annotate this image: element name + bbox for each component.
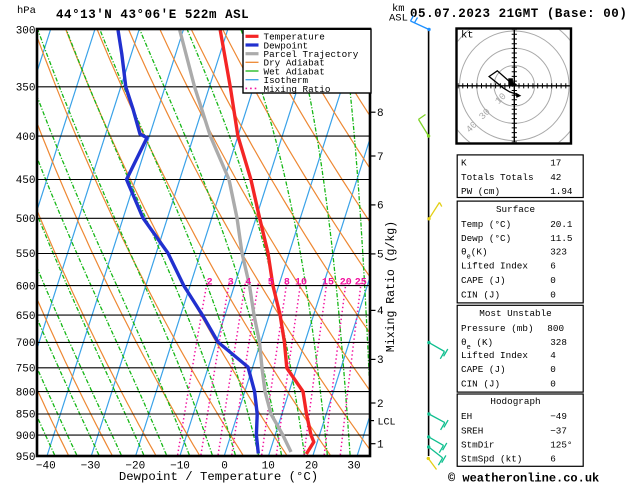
svg-text:SREH: SREH	[461, 426, 483, 437]
svg-text:05.07.2023 21GMT (Base: 00): 05.07.2023 21GMT (Base: 00)	[410, 7, 627, 21]
svg-text:Hodograph: Hodograph	[490, 396, 540, 407]
svg-text:600: 600	[16, 281, 36, 293]
svg-text:CIN (J): CIN (J)	[461, 290, 500, 301]
svg-text:km: km	[392, 3, 405, 15]
svg-text:−37: −37	[550, 426, 567, 437]
svg-text:Surface: Surface	[496, 204, 535, 215]
svg-text:−10: −10	[170, 461, 190, 473]
svg-text:8: 8	[284, 277, 290, 288]
svg-text:kt: kt	[461, 30, 474, 42]
svg-text:15: 15	[322, 277, 334, 288]
svg-text:20: 20	[305, 461, 318, 473]
svg-text:1.94: 1.94	[550, 186, 573, 197]
svg-text:6: 6	[550, 454, 556, 465]
svg-text:10: 10	[295, 277, 307, 288]
svg-text:Totals Totals: Totals Totals	[461, 172, 534, 183]
svg-text:0: 0	[550, 290, 556, 301]
svg-text:125°: 125°	[550, 439, 572, 450]
svg-text:328: 328	[550, 337, 567, 348]
svg-text:Dewpoint: Dewpoint	[264, 40, 309, 51]
svg-text:3: 3	[377, 355, 384, 367]
svg-text:6: 6	[550, 260, 556, 271]
svg-text:42: 42	[550, 172, 561, 183]
svg-text:2: 2	[377, 399, 384, 411]
svg-text:17: 17	[550, 158, 561, 169]
svg-text:−49: −49	[550, 411, 567, 422]
svg-text:350: 350	[16, 83, 36, 95]
svg-text:© weatheronline.co.uk: © weatheronline.co.uk	[448, 471, 599, 485]
svg-text:Temperature: Temperature	[264, 32, 325, 43]
svg-text:Dewp (°C): Dewp (°C)	[461, 233, 511, 244]
svg-text:300: 300	[16, 26, 36, 38]
svg-text:950: 950	[16, 452, 36, 464]
svg-text:0: 0	[550, 379, 556, 390]
svg-text:4: 4	[550, 350, 556, 361]
svg-text:StmDir: StmDir	[461, 439, 494, 450]
svg-text:25: 25	[355, 277, 367, 288]
svg-text:Lifted Index: Lifted Index	[461, 350, 528, 361]
svg-text:700: 700	[16, 338, 36, 350]
svg-text:Parcel Trajectory: Parcel Trajectory	[264, 49, 359, 60]
svg-text:323: 323	[550, 247, 567, 258]
svg-text:30: 30	[347, 461, 360, 473]
svg-text:PW (cm): PW (cm)	[461, 186, 500, 197]
svg-text:Mixing Ratio (g/kg): Mixing Ratio (g/kg)	[385, 221, 398, 352]
svg-text:Most Unstable: Most Unstable	[479, 308, 552, 319]
svg-text:8: 8	[377, 108, 384, 120]
svg-text:6: 6	[377, 201, 384, 213]
svg-text:0: 0	[550, 364, 556, 375]
svg-text:10: 10	[262, 461, 275, 473]
svg-text:Isotherm: Isotherm	[264, 75, 309, 86]
svg-text:400: 400	[16, 132, 36, 144]
svg-text:5: 5	[377, 250, 384, 262]
svg-text:500: 500	[16, 214, 36, 226]
svg-text:5: 5	[268, 277, 274, 288]
svg-text:StmSpd (kt): StmSpd (kt)	[461, 454, 522, 465]
svg-text:3: 3	[228, 277, 234, 288]
svg-text:EH: EH	[461, 411, 472, 422]
svg-text:0: 0	[550, 275, 556, 286]
svg-text:900: 900	[16, 431, 36, 443]
svg-text:Dewpoint / Temperature (°C): Dewpoint / Temperature (°C)	[119, 470, 318, 484]
svg-text:11.5: 11.5	[550, 233, 572, 244]
svg-text:LCL: LCL	[378, 417, 396, 428]
svg-text:Dry Adiabat: Dry Adiabat	[264, 58, 325, 69]
svg-text:650: 650	[16, 311, 36, 323]
svg-text:20.1: 20.1	[550, 219, 573, 230]
svg-text:Pressure (mb): Pressure (mb)	[461, 323, 534, 334]
svg-text:7: 7	[377, 152, 384, 164]
svg-text:CIN (J): CIN (J)	[461, 379, 500, 390]
svg-text:44°13'N 43°06'E 522m ASL: 44°13'N 43°06'E 522m ASL	[56, 8, 249, 22]
svg-text:550: 550	[16, 249, 36, 261]
svg-text:Wet Adiabat: Wet Adiabat	[264, 66, 325, 77]
svg-text:800: 800	[547, 323, 564, 334]
svg-text:hPa: hPa	[17, 5, 36, 17]
svg-text:K: K	[461, 158, 467, 169]
svg-text:20: 20	[340, 277, 352, 288]
svg-text:0: 0	[221, 461, 228, 473]
svg-text:Mixing Ratio: Mixing Ratio	[264, 84, 331, 95]
svg-text:−40: −40	[36, 461, 56, 473]
svg-text:4: 4	[245, 277, 251, 288]
svg-text:ASL: ASL	[389, 13, 408, 25]
svg-text:Lifted Index: Lifted Index	[461, 260, 528, 271]
svg-text:−30: −30	[81, 461, 101, 473]
svg-text:2: 2	[207, 277, 213, 288]
svg-text:−20: −20	[125, 461, 145, 473]
svg-text:800: 800	[16, 387, 36, 399]
svg-text:CAPE (J): CAPE (J)	[461, 364, 506, 375]
svg-text:4: 4	[377, 306, 384, 318]
svg-text:750: 750	[16, 364, 36, 376]
svg-text:1: 1	[377, 440, 384, 452]
svg-text:450: 450	[16, 175, 36, 187]
svg-text:CAPE (J): CAPE (J)	[461, 275, 506, 286]
svg-text:Temp (°C): Temp (°C)	[461, 219, 511, 230]
svg-text:850: 850	[16, 410, 36, 422]
